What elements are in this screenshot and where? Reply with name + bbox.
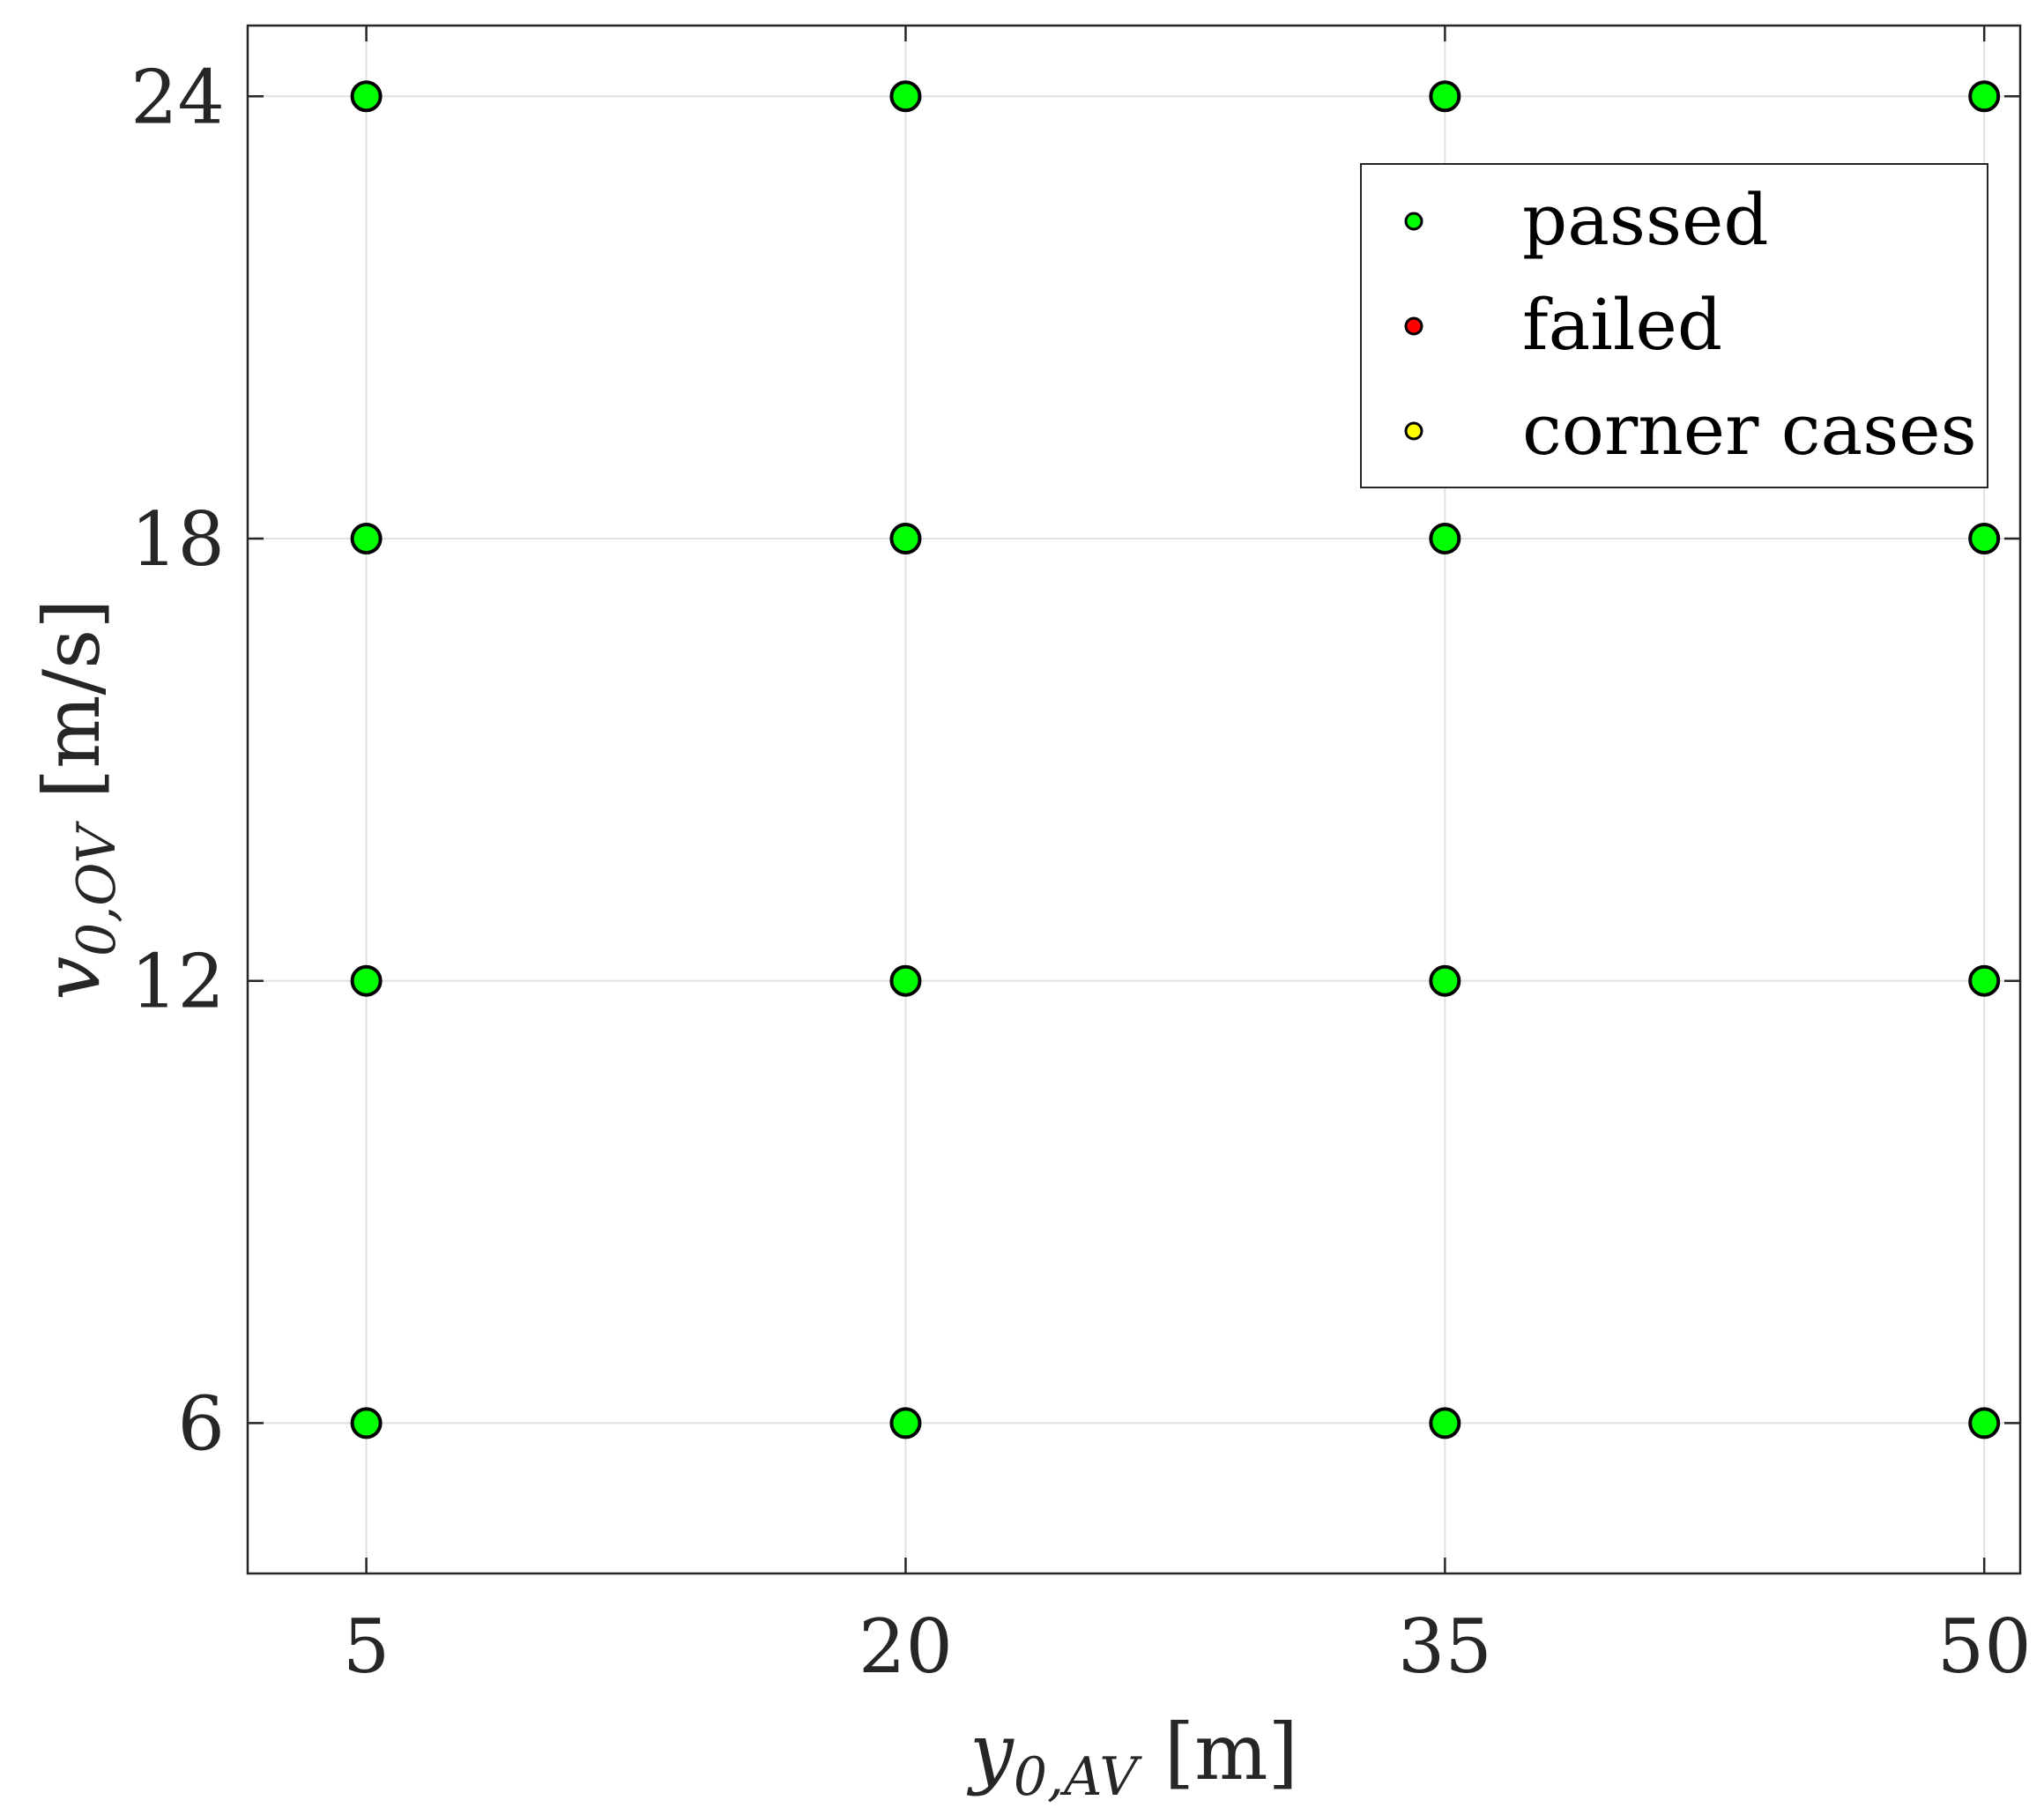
x-tick-label: 20	[858, 1603, 953, 1690]
y-tick-label: 6	[178, 1380, 225, 1467]
data-point-passed	[889, 964, 922, 997]
y-tick-label: 24	[130, 54, 225, 140]
legend-entry-corner-cases: corner cases	[1404, 389, 1977, 471]
plot-area	[246, 24, 2022, 1575]
x-tick-label: 50	[1937, 1603, 2032, 1690]
data-point-passed	[1968, 1407, 2001, 1439]
data-point-passed	[350, 964, 383, 997]
x-tick-label: 35	[1398, 1603, 1492, 1690]
legend-label: passed	[1522, 179, 1769, 261]
x-tick-label: 5	[343, 1603, 390, 1690]
legend-marker	[1404, 316, 1423, 336]
data-point-passed	[1968, 80, 2001, 113]
y-axis-label-main: v	[26, 956, 117, 1000]
data-point-passed	[889, 80, 922, 113]
data-point-passed	[350, 1407, 383, 1439]
legend-box	[1360, 163, 1988, 488]
legend-entry-passed: passed	[1404, 179, 1769, 261]
legend-entry-failed: failed	[1404, 284, 1722, 366]
legend: passed failed corner cases	[1360, 163, 1988, 488]
data-point-passed	[1968, 964, 2001, 997]
x-axis-label: y0,AV [m]	[966, 1707, 1298, 1808]
legend-marker	[1404, 421, 1423, 441]
legend-marker	[1404, 212, 1423, 231]
y-axis-label-subscript: 0,OV	[66, 821, 128, 956]
data-point-passed	[1429, 522, 1461, 554]
data-point-passed	[1429, 964, 1461, 997]
y-axis-label: v0,OV [m/s]	[26, 599, 128, 1000]
data-point-passed	[350, 522, 383, 554]
data-point-passed	[350, 80, 383, 113]
data-point-passed	[1429, 1407, 1461, 1439]
x-axis-label-main: y	[966, 1707, 1015, 1797]
y-tick-label: 18	[130, 496, 225, 583]
data-points	[350, 80, 2001, 1439]
axis-ticks	[248, 26, 2020, 1573]
x-tick-labels: 5 20 35 50	[343, 1603, 2032, 1690]
data-point-passed	[889, 522, 922, 554]
data-point-passed	[1429, 80, 1461, 113]
y-tick-label: 12	[130, 939, 225, 1025]
data-point-passed	[1968, 522, 2001, 554]
legend-label: corner cases	[1522, 389, 1977, 471]
x-axis-label-unit: [m]	[1164, 1707, 1298, 1797]
data-point-passed	[889, 1407, 922, 1439]
x-axis-label-subscript: 0,AV	[1014, 1746, 1143, 1808]
y-axis-label-unit: [m/s]	[26, 599, 117, 799]
legend-label: failed	[1522, 284, 1722, 366]
y-tick-labels: 6 12 18 24	[130, 54, 225, 1467]
